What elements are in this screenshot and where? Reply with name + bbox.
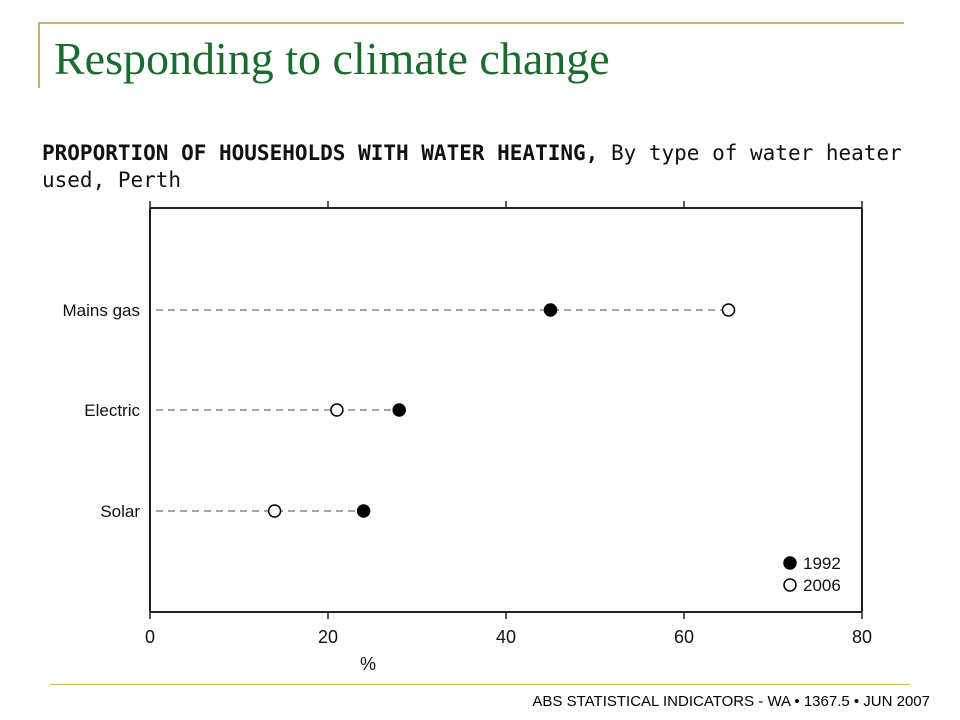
- x-tick-label-4: 80: [852, 627, 872, 647]
- category-label-solar: Solar: [100, 502, 140, 521]
- point-2006-solar: [267, 504, 282, 518]
- legend-marker-1992: [783, 556, 797, 570]
- x-tick-label-0: 0: [145, 627, 155, 647]
- slide-title: Responding to climate change: [54, 33, 610, 84]
- title-accent-line: [40, 22, 904, 24]
- chart-title-bold: PROPORTION OF HOUSEHOLDS WITH WATER HEAT…: [42, 141, 599, 165]
- category-label-mains-gas: Mains gas: [63, 301, 140, 320]
- legend-label-1992: 1992: [803, 554, 841, 573]
- point-1992-mains-gas: [543, 303, 558, 317]
- point-1992-solar: [356, 504, 371, 518]
- point-1992-electric: [392, 403, 406, 417]
- legend-label-2006: 2006: [803, 576, 841, 595]
- category-label-electric: Electric: [84, 401, 140, 420]
- x-tick-label-2: 40: [496, 627, 516, 647]
- dot-plot-chart: 0 20 40 60 80% Mains gas Electric Solar 1992 2006: [63, 201, 872, 674]
- title-accent-bar: [38, 22, 40, 88]
- x-tick-label-1: 20: [318, 627, 338, 647]
- footer-source: ABS STATISTICAL INDICATORS - WA • 1367.5…: [532, 693, 930, 710]
- point-2006-mains-gas: [721, 303, 736, 317]
- chart-title-rest: By type of water heater used, Perth: [42, 141, 915, 192]
- x-axis-label: %: [360, 654, 376, 674]
- point-2006-electric: [330, 403, 344, 417]
- footer-divider: [50, 684, 910, 685]
- legend-marker-2006: [783, 578, 797, 592]
- chart-title: PROPORTION OF HOUSEHOLDS WITH WATER HEAT…: [42, 140, 942, 194]
- x-tick-label-3: 60: [674, 627, 694, 647]
